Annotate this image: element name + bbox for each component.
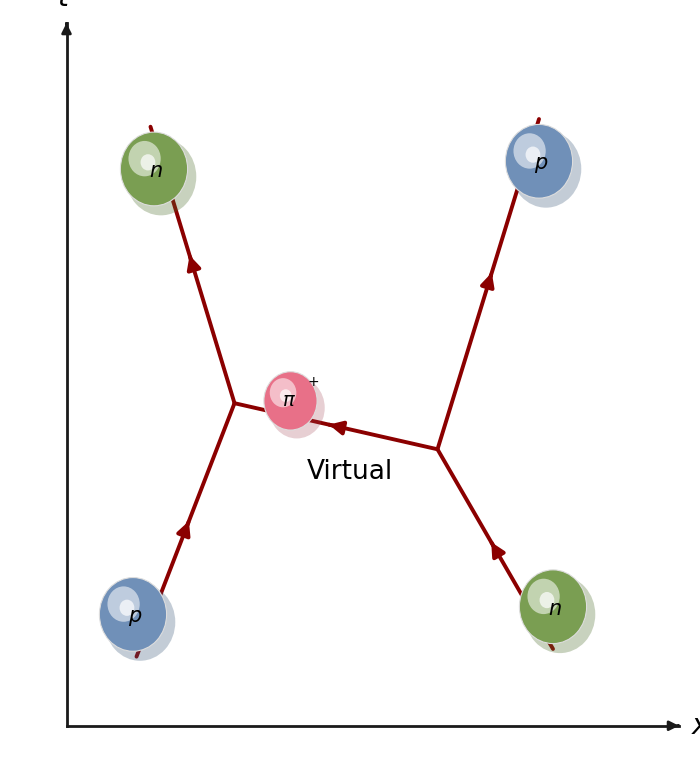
Circle shape — [141, 154, 155, 170]
Circle shape — [511, 131, 581, 207]
Circle shape — [526, 147, 540, 163]
Text: t: t — [57, 0, 69, 12]
Circle shape — [514, 134, 546, 169]
Text: $\pi$: $\pi$ — [282, 392, 296, 410]
Circle shape — [108, 587, 140, 622]
Circle shape — [99, 578, 167, 651]
Circle shape — [120, 600, 134, 616]
Text: n: n — [149, 161, 162, 180]
Text: n: n — [548, 598, 561, 618]
Circle shape — [540, 592, 554, 608]
Circle shape — [264, 372, 317, 430]
Circle shape — [126, 138, 196, 215]
Circle shape — [129, 141, 161, 177]
Circle shape — [269, 377, 325, 439]
Text: x: x — [692, 712, 700, 740]
Circle shape — [270, 378, 296, 407]
Text: p: p — [128, 606, 141, 626]
Circle shape — [528, 579, 560, 614]
Text: Virtual: Virtual — [307, 459, 393, 485]
Circle shape — [505, 124, 573, 198]
Text: p: p — [534, 153, 547, 173]
Circle shape — [519, 570, 587, 644]
Circle shape — [525, 576, 595, 653]
Circle shape — [120, 132, 188, 206]
Text: +: + — [307, 375, 319, 389]
Circle shape — [105, 584, 175, 660]
Circle shape — [280, 389, 292, 402]
